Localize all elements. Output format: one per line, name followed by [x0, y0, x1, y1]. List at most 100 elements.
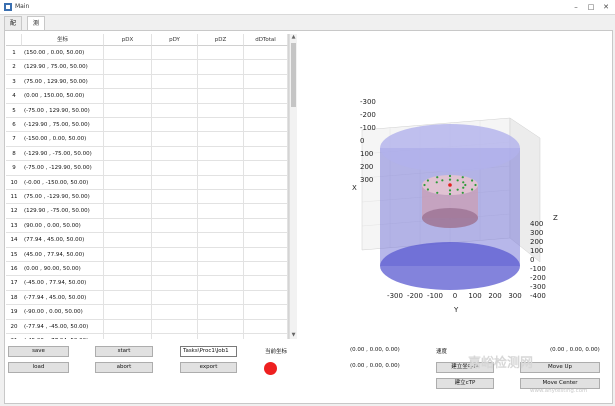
coord-cell[interactable]: (45.00 , 77.94, 50.00): [22, 247, 104, 262]
table-row[interactable]: 15 (45.00 , 77.94, 50.00): [6, 247, 288, 262]
value-cell[interactable]: [244, 74, 288, 89]
value-cell[interactable]: [152, 74, 198, 89]
value-cell[interactable]: [244, 118, 288, 132]
table-row[interactable]: 6 (-129.90 , 75.00, 50.00): [6, 118, 288, 133]
coord-cell[interactable]: (129.90 , 75.00, 50.00): [22, 60, 104, 75]
value-cell[interactable]: [244, 262, 288, 276]
coord-cell[interactable]: (-77.94 , 45.00, 50.00): [22, 290, 104, 305]
value-cell[interactable]: [244, 60, 288, 75]
value-cell[interactable]: [104, 190, 152, 204]
value-cell[interactable]: [104, 146, 152, 161]
tab-test[interactable]: 测试: [27, 16, 46, 40]
abort-button[interactable]: abort: [95, 362, 153, 373]
value-cell[interactable]: [104, 262, 152, 276]
table-row[interactable]: 8 (-129.90 , -75.00, 50.00): [6, 146, 288, 162]
coord-cell[interactable]: (-75.00 , 129.90, 50.00): [22, 103, 104, 118]
value-cell[interactable]: [152, 247, 198, 262]
value-cell[interactable]: [198, 334, 244, 339]
export-button[interactable]: export: [180, 362, 237, 373]
table-row[interactable]: 9 (-75.00 , -129.90, 50.00): [6, 161, 288, 176]
column-header-pdy[interactable]: pDY: [152, 34, 198, 46]
coord-cell[interactable]: (0.00 , 150.00, 50.00): [22, 89, 104, 104]
coord-cell[interactable]: (-75.00 , -129.90, 50.00): [22, 161, 104, 176]
value-cell[interactable]: [244, 103, 288, 118]
value-cell[interactable]: [152, 46, 198, 60]
move-up-button[interactable]: Move Up: [520, 362, 600, 373]
start-button[interactable]: start: [95, 346, 153, 357]
column-header-pdx[interactable]: pDX: [104, 34, 152, 46]
coord-cell[interactable]: (-129.90 , -75.00, 50.00): [22, 146, 104, 161]
table-row[interactable]: 19 (-90.00 , 0.00, 50.00): [6, 305, 288, 320]
data-table[interactable]: 坐标 pDX pDY pDZ dDTotal 1 (150.00 , 0.00, …: [6, 34, 289, 339]
maximize-icon[interactable]: □: [587, 3, 595, 11]
value-cell[interactable]: [152, 233, 198, 248]
value-cell[interactable]: [198, 305, 244, 320]
value-cell[interactable]: [198, 218, 244, 233]
value-cell[interactable]: [152, 60, 198, 75]
value-cell[interactable]: [198, 175, 244, 190]
value-cell[interactable]: [198, 161, 244, 176]
load-button[interactable]: load: [8, 362, 69, 373]
value-cell[interactable]: [104, 204, 152, 219]
build-coordinate-system-button[interactable]: 建立坐标系: [436, 362, 494, 373]
value-cell[interactable]: [198, 319, 244, 334]
coord-cell[interactable]: (-45.00 , -77.94, 50.00): [22, 334, 104, 339]
coord-cell[interactable]: (150.00 , 0.00, 50.00): [22, 46, 104, 60]
save-button[interactable]: save: [8, 346, 69, 357]
scrollbar-thumb[interactable]: [291, 43, 296, 107]
table-row[interactable]: 20 (-77.94 , -45.00, 50.00): [6, 319, 288, 334]
value-cell[interactable]: [244, 175, 288, 190]
value-cell[interactable]: [244, 161, 288, 176]
column-header-dtotal[interactable]: dDTotal: [244, 34, 288, 46]
value-cell[interactable]: [104, 74, 152, 89]
value-cell[interactable]: [104, 89, 152, 104]
value-cell[interactable]: [244, 247, 288, 262]
move-center-button[interactable]: Move Center: [520, 378, 600, 389]
value-cell[interactable]: [198, 60, 244, 75]
table-row[interactable]: 16 (0.00 , 90.00, 50.00): [6, 262, 288, 277]
value-cell[interactable]: [244, 233, 288, 248]
table-row[interactable]: 13 (90.00 , 0.00, 50.00): [6, 218, 288, 234]
table-row[interactable]: 5 (-75.00 , 129.90, 50.00): [6, 103, 288, 118]
close-icon[interactable]: ✕: [603, 3, 609, 11]
value-cell[interactable]: [244, 305, 288, 320]
coord-cell[interactable]: (-77.94 , -45.00, 50.00): [22, 319, 104, 334]
table-row[interactable]: 4 (0.00 , 150.00, 50.00): [6, 89, 288, 104]
value-cell[interactable]: [104, 118, 152, 132]
column-header-coord[interactable]: 坐标: [22, 34, 104, 46]
value-cell[interactable]: [152, 204, 198, 219]
value-cell[interactable]: [152, 290, 198, 305]
value-cell[interactable]: [198, 132, 244, 147]
value-cell[interactable]: [104, 319, 152, 334]
table-row[interactable]: 2 (129.90 , 75.00, 50.00): [6, 60, 288, 75]
table-scrollbar[interactable]: ▲ ▼: [289, 34, 297, 339]
coord-cell[interactable]: (75.00 , 129.90, 50.00): [22, 74, 104, 89]
table-row[interactable]: 17 (-45.00 , 77.94, 50.00): [6, 276, 288, 291]
value-cell[interactable]: [152, 132, 198, 147]
value-cell[interactable]: [198, 247, 244, 262]
value-cell[interactable]: [104, 161, 152, 176]
value-cell[interactable]: [104, 60, 152, 75]
value-cell[interactable]: [244, 190, 288, 204]
value-cell[interactable]: [152, 146, 198, 161]
value-cell[interactable]: [104, 103, 152, 118]
coord-cell[interactable]: (-129.90 , 75.00, 50.00): [22, 118, 104, 132]
value-cell[interactable]: [198, 74, 244, 89]
value-cell[interactable]: [152, 334, 198, 339]
value-cell[interactable]: [104, 46, 152, 60]
value-cell[interactable]: [244, 276, 288, 291]
value-cell[interactable]: [152, 276, 198, 291]
value-cell[interactable]: [244, 46, 288, 60]
value-cell[interactable]: [198, 89, 244, 104]
value-cell[interactable]: [104, 218, 152, 233]
value-cell[interactable]: [198, 46, 244, 60]
coord-cell[interactable]: (75.00 , -129.90, 50.00): [22, 190, 104, 204]
value-cell[interactable]: [104, 334, 152, 339]
value-cell[interactable]: [104, 233, 152, 248]
value-cell[interactable]: [152, 262, 198, 276]
column-header-pdz[interactable]: pDZ: [198, 34, 244, 46]
value-cell[interactable]: [104, 276, 152, 291]
coord-cell[interactable]: (90.00 , 0.00, 50.00): [22, 218, 104, 233]
value-cell[interactable]: [152, 175, 198, 190]
